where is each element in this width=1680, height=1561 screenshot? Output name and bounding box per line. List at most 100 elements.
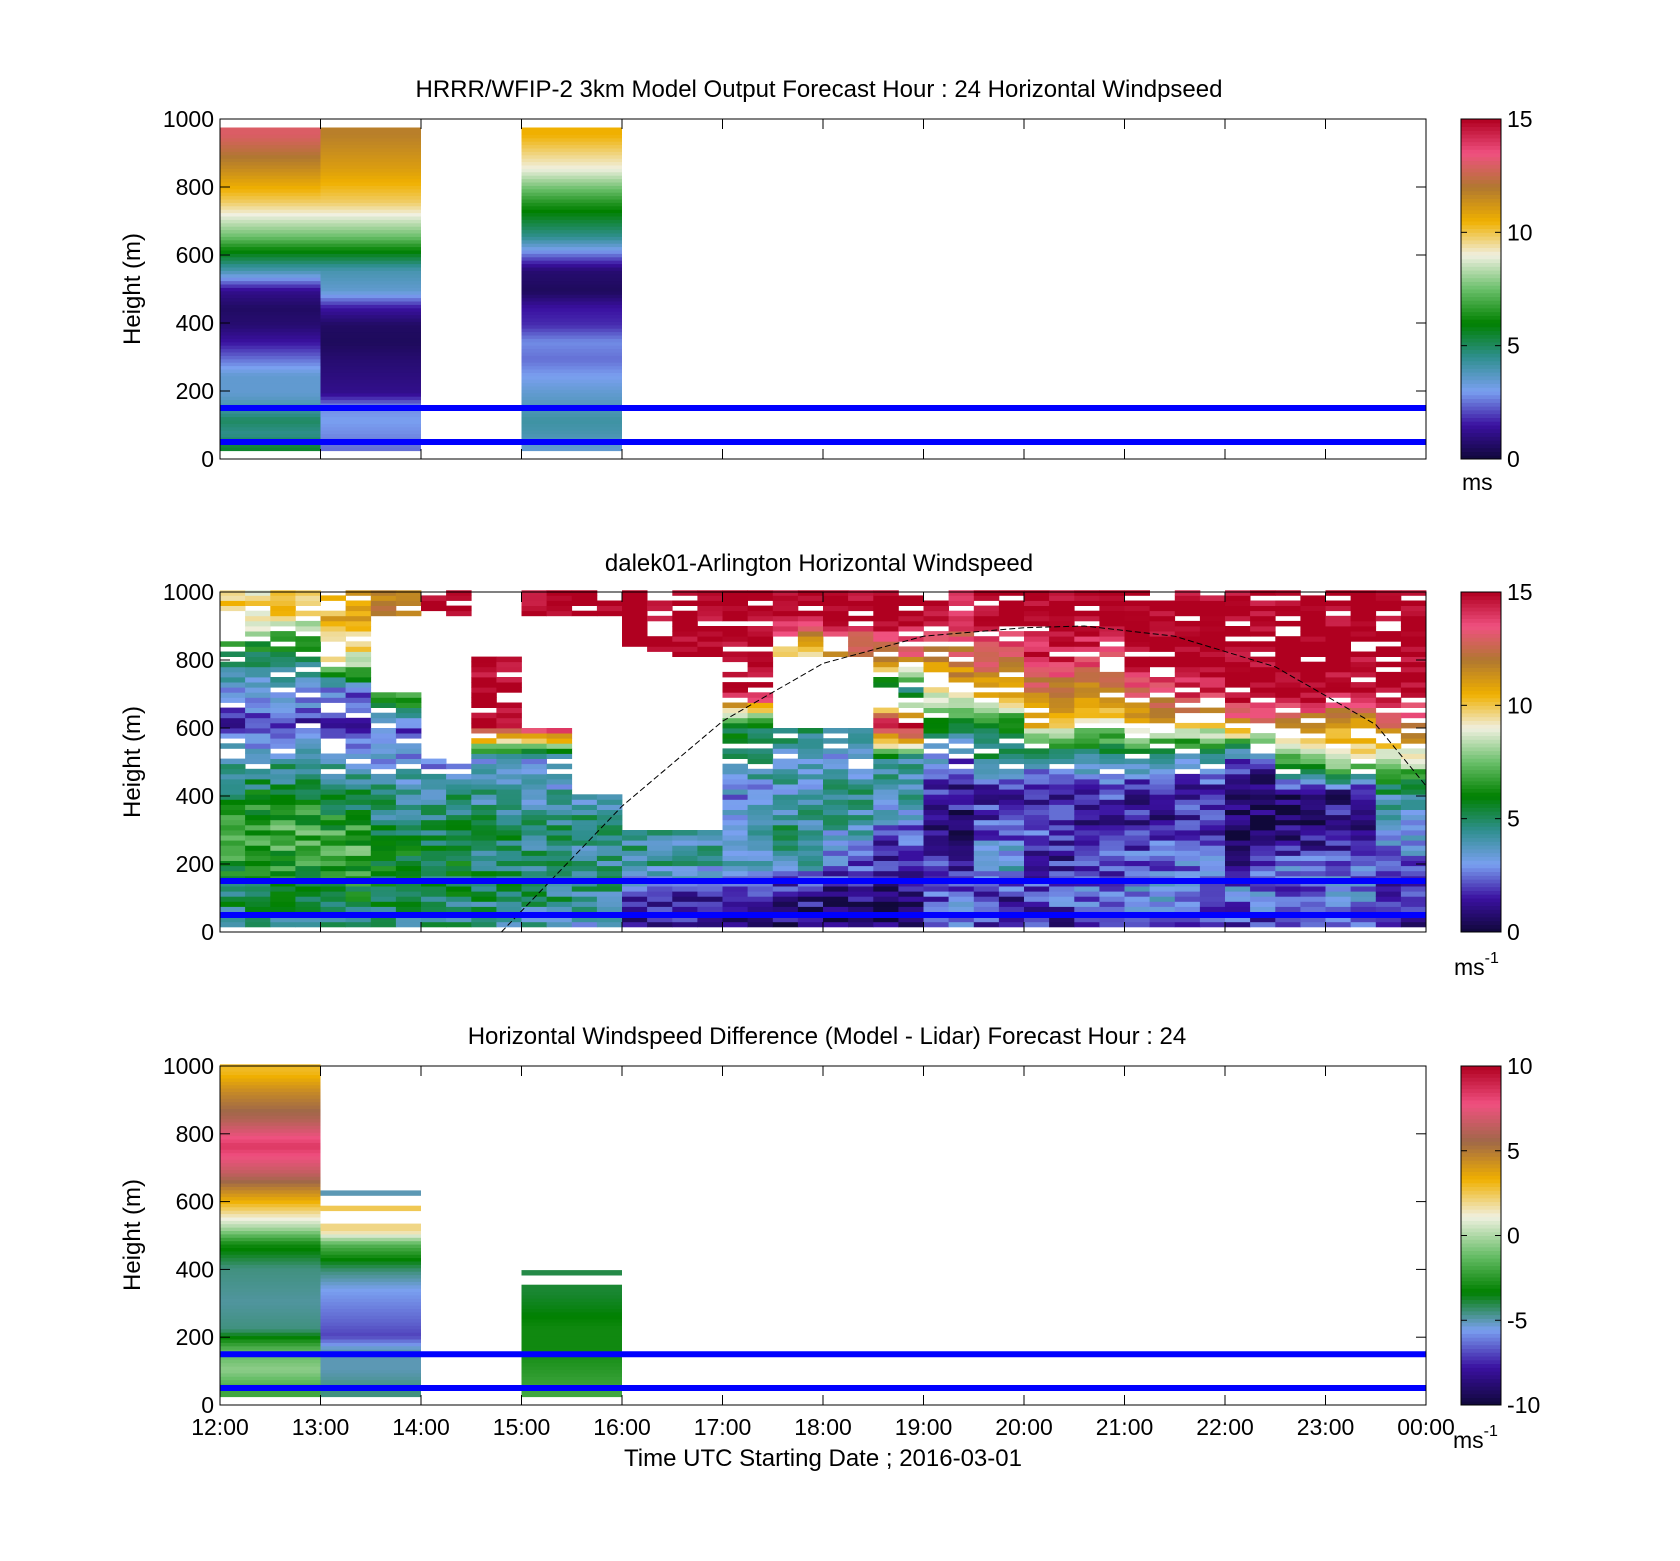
heatmap-cell (521, 236, 622, 241)
lidar-cell (923, 860, 949, 867)
panel-lidar-x-ticks (219, 592, 1427, 932)
lidar-cell (1099, 707, 1125, 714)
colorbar-step (1461, 709, 1501, 714)
lidar-cell (1124, 610, 1150, 617)
heatmap-cell (220, 219, 321, 224)
lidar-cell (1275, 870, 1301, 877)
lidar-cell (596, 835, 623, 841)
lidar-cell (1049, 687, 1075, 693)
lidar-cell (747, 666, 774, 673)
lidar-cell (923, 687, 949, 693)
colorbar-step (1461, 716, 1501, 721)
lidar-cell (220, 840, 246, 846)
lidar-cell (998, 682, 1025, 688)
lidar-cell (1275, 784, 1301, 790)
lidar-cell (521, 855, 547, 861)
lidar-cell (873, 789, 899, 795)
colorbar-step (1461, 126, 1501, 131)
lidar-cell (1225, 626, 1251, 632)
lidar-cell (1124, 840, 1150, 846)
lidar-cell (245, 779, 271, 785)
lidar-cell (496, 794, 522, 800)
colorbar-step (1461, 1209, 1501, 1214)
lidar-cell (245, 631, 271, 637)
colorbar-step (1461, 882, 1501, 888)
lidar-cell (521, 921, 547, 928)
lidar-cell (320, 687, 346, 693)
lidar-cell (1375, 712, 1402, 719)
heatmap-cell (521, 1355, 622, 1360)
lidar-cell (295, 717, 321, 724)
lidar-cell (1124, 682, 1150, 688)
lidar-cell (1174, 743, 1201, 749)
x-tick-label: 17:00 (694, 1414, 752, 1440)
lidar-cell (1275, 743, 1301, 749)
lidar-cell (1174, 605, 1201, 612)
lidar-cell (923, 794, 949, 800)
lidar-cell (998, 886, 1025, 892)
lidar-cell (1124, 784, 1150, 790)
lidar-cell (772, 789, 799, 795)
lidar-cell (1250, 865, 1276, 872)
lidar-cell (797, 886, 824, 892)
heatmap-cell (521, 1288, 622, 1292)
lidar-cell (270, 758, 296, 765)
lidar-cell (998, 901, 1025, 907)
lidar-cell (973, 896, 1000, 902)
colorbar-step (1461, 368, 1501, 373)
lidar-cell (220, 891, 246, 897)
colorbar-step (1461, 1066, 1501, 1071)
lidar-cell (1225, 753, 1251, 759)
panel-lidar-heatmap (220, 590, 1427, 928)
lidar-cell (797, 646, 824, 652)
lidar-cell (1099, 605, 1125, 612)
lidar-cell (270, 682, 296, 688)
lidar-cell (697, 891, 723, 897)
lidar-cell (923, 666, 949, 673)
lidar-cell (923, 830, 949, 836)
lidar-cell (1049, 717, 1075, 724)
lidar-cell (622, 600, 648, 606)
x-tick-label: 20:00 (995, 1414, 1053, 1440)
lidar-cell (898, 824, 924, 831)
lidar-cell (1325, 712, 1351, 719)
lidar-cell (1174, 886, 1201, 892)
lidar-cell (1149, 733, 1176, 739)
lidar-cell (446, 809, 472, 816)
colorbar-step (1461, 1386, 1501, 1391)
heatmap-cell (320, 1366, 421, 1370)
lidar-cell (1375, 850, 1402, 856)
lidar-cell (1024, 916, 1050, 923)
lidar-cell (722, 626, 748, 632)
heatmap-cell (220, 1105, 321, 1109)
lidar-cell (1275, 901, 1301, 907)
lidar-cell (1199, 784, 1226, 790)
lidar-cell (295, 702, 321, 708)
heatmap-cell (320, 290, 421, 295)
lidar-cell (923, 615, 949, 622)
lidar-cell (1124, 763, 1150, 770)
lidar-cell (873, 656, 899, 663)
lidar-cell (873, 682, 899, 688)
lidar-cell (973, 682, 1000, 688)
heatmap-cell (320, 389, 421, 394)
lidar-cell (747, 753, 774, 759)
lidar-cell (1074, 809, 1100, 816)
lidar-cell (345, 804, 372, 810)
lidar-cell (1024, 615, 1050, 622)
heatmap-cell (521, 164, 622, 169)
lidar-cell (370, 814, 397, 821)
lidar-cell (772, 646, 799, 652)
lidar-cell (1375, 779, 1402, 785)
lidar-cell (948, 722, 975, 729)
lidar-cell (1074, 870, 1100, 877)
colorbar-step (1461, 119, 1501, 124)
lidar-cell (345, 717, 372, 724)
lidar-cell (245, 687, 271, 693)
lidar-cell (973, 722, 1000, 729)
lidar-cell (220, 916, 246, 923)
heatmap-cell (320, 147, 421, 152)
lidar-cell (823, 901, 849, 907)
lidar-cell (1225, 702, 1251, 708)
lidar-cell (345, 814, 372, 821)
